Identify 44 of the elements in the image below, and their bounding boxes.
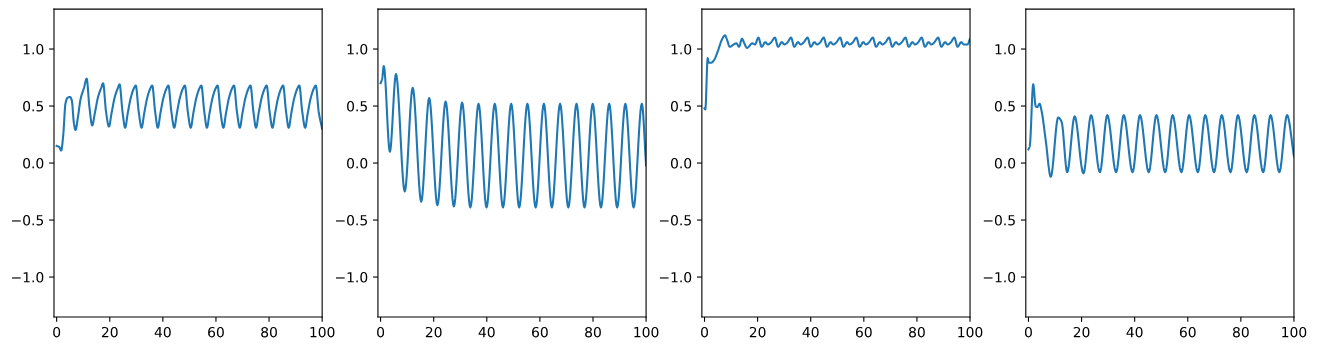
x-tick-label: 80: [1232, 326, 1249, 338]
x-tick-label: 100: [958, 326, 983, 338]
x-tick-label: 60: [855, 326, 872, 338]
y-tick-label: −0.5: [12, 215, 44, 226]
x-tick-label: 40: [1126, 326, 1143, 338]
x-tick-label: 100: [634, 326, 659, 338]
x-tick-label: 60: [1179, 326, 1196, 338]
y-tick-label: 1.0: [347, 44, 368, 55]
x-tick-label: 0: [53, 326, 61, 338]
x-tick-label: 0: [701, 326, 709, 338]
x-tick-label: 20: [749, 326, 766, 338]
y-tick-label: −0.5: [335, 215, 367, 226]
y-tick-label: 0.5: [994, 101, 1015, 112]
x-tick-label: 20: [1073, 326, 1090, 338]
y-tick-label: −1.0: [983, 272, 1016, 283]
x-tick-label: 0: [1024, 326, 1032, 338]
y-tick-label: 1.0: [671, 44, 692, 55]
x-tick-label: 80: [261, 326, 277, 338]
y-tick-label: −1.0: [659, 272, 692, 283]
y-tick-label: 1.0: [23, 44, 44, 55]
y-tick-label: −0.5: [659, 215, 691, 226]
x-tick-label: 80: [909, 326, 925, 338]
y-tick-label: 0.5: [23, 101, 44, 112]
y-tick-label: −0.5: [983, 215, 1015, 226]
y-tick-label: 0.5: [670, 101, 691, 112]
x-tick-label: 20: [101, 326, 118, 338]
x-tick-label: 100: [310, 326, 335, 338]
x-tick-label: 40: [802, 326, 819, 338]
x-tick-label: 0: [377, 326, 385, 338]
y-tick-label: −1.0: [335, 272, 368, 283]
x-tick-label: 40: [154, 326, 171, 338]
y-tick-label: 0.0: [347, 158, 368, 169]
y-tick-label: 1.0: [995, 44, 1016, 55]
x-tick-label: 40: [478, 326, 495, 338]
y-tick-label: −1.0: [12, 272, 44, 283]
y-tick-label: 0.0: [994, 158, 1016, 169]
y-tick-label: 0.5: [347, 101, 367, 112]
y-tick-label: 0.0: [23, 158, 44, 169]
y-tick-label: 0.0: [670, 158, 692, 169]
x-tick-label: 60: [532, 326, 548, 338]
x-tick-label: 20: [425, 326, 442, 338]
x-tick-label: 100: [1282, 326, 1307, 338]
x-tick-label: 60: [208, 326, 224, 338]
x-tick-label: 80: [585, 326, 601, 338]
